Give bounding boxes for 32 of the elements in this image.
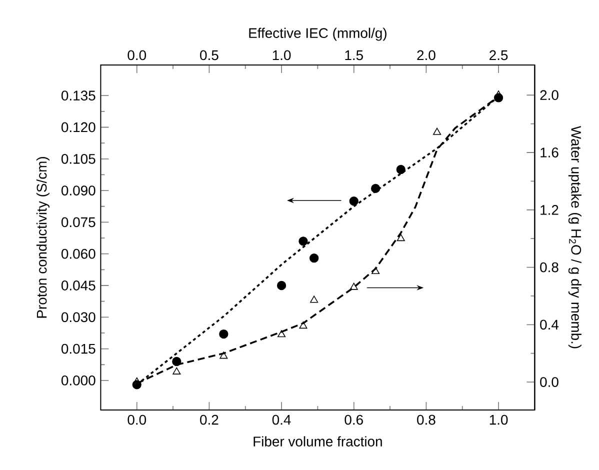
x2-axis-title: Effective IEC (mmol/g) [249,28,386,41]
y2-tick-label: 0.8 [540,262,558,272]
y2-axis-title: Water uptake (g H$_{2}$O / g dry memb.) [568,126,582,348]
x2-tick-label: 2.0 [417,50,436,60]
x-tick-label: 0.0 [128,414,146,425]
y-tick-label: 0.030 [61,312,96,322]
y-tick-label: 0.135 [61,90,96,101]
y2-tick-label: 1.6 [540,148,558,158]
x2-tick-label: 2.5 [490,50,508,60]
y-tick-label: 0.120 [61,122,96,132]
y2-tick-label: 2.0 [540,90,558,100]
y-axis-title: Proton conductivity (S/cm) [36,156,50,318]
x-tick-label: 0.4 [272,414,291,425]
y2-tick-label: 1.2 [540,205,558,215]
y2-tick-label: 0.0 [540,377,558,387]
y-tick-label: 0.015 [61,344,96,354]
y-tick-label: 0.075 [61,217,96,228]
x-tick-label: 0.6 [344,414,363,425]
y-tick-label: 0.045 [61,280,96,290]
x-axis-title: Fiber volume fraction [254,436,382,446]
x-tick-label: 0.2 [200,414,218,425]
x2-tick-label: 1.5 [345,50,363,60]
x-tick-label: 0.8 [417,414,436,425]
y-tick-label: 0.060 [61,248,96,259]
y-tick-label: 0.105 [61,154,96,164]
x2-tick-label: 0.0 [128,50,146,60]
y-tick-label: 0.090 [61,186,96,196]
x2-tick-label: 0.5 [200,50,218,60]
x2-tick-label: 1.0 [272,50,291,60]
x-tick-label: 1.0 [490,414,508,425]
y2-tick-label: 0.4 [540,320,559,330]
y-tick-label: 0.000 [61,376,96,386]
